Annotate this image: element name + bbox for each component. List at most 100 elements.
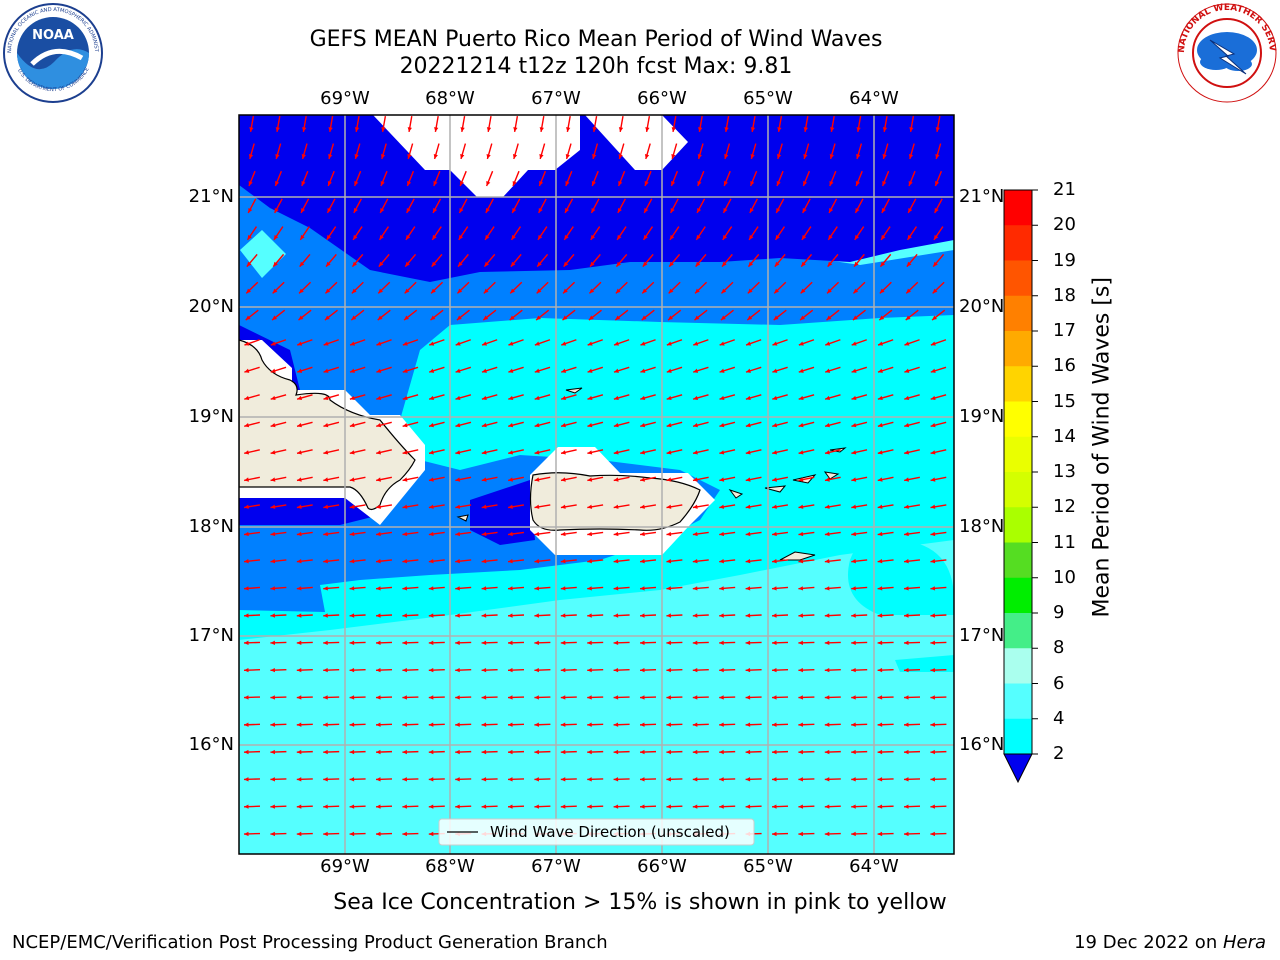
wave-arrowhead — [692, 559, 698, 564]
wave-arrowhead — [376, 667, 381, 673]
wave-arrowhead — [930, 504, 936, 509]
wave-arrowhead — [428, 777, 434, 782]
wave-arrowhead — [745, 722, 751, 727]
wave-arrowhead — [455, 777, 460, 782]
wave-arrowhead — [562, 315, 568, 321]
wave-arrowhead — [561, 341, 567, 346]
wave-arrowhead — [534, 477, 540, 482]
wave-arrowhead — [798, 695, 803, 700]
lat-label-right: 19°N — [959, 406, 1005, 427]
land-small-islands — [456, 387, 847, 522]
wave-arrowhead — [508, 777, 513, 782]
wave-arrowhead — [351, 315, 357, 321]
colorbar-tick-label: 8 — [1053, 637, 1065, 659]
wave-arrowhead — [719, 368, 725, 373]
wave-arrowhead — [324, 315, 330, 321]
wave-arrowhead — [613, 531, 619, 537]
wave-arrowhead — [640, 613, 645, 618]
wave-arrowhead — [697, 207, 702, 213]
wave-arrowhead — [587, 368, 593, 373]
wave-arrowhead — [904, 831, 909, 837]
wave-arrowhead — [671, 127, 676, 132]
wave-arrowhead — [512, 154, 518, 159]
wave-arrowhead — [642, 288, 647, 294]
wave-arrowhead — [323, 395, 329, 401]
wave-arrowhead — [904, 667, 909, 673]
wave-arrowhead — [587, 695, 592, 700]
wave-arrowhead — [592, 127, 597, 132]
wave-arrowhead — [640, 368, 646, 373]
wave-arrowhead — [775, 234, 780, 240]
wave-arrowhead — [640, 749, 645, 755]
wave-arrowhead — [880, 261, 886, 267]
wave-arrowhead — [296, 722, 302, 727]
wave-arrowhead — [877, 831, 883, 837]
wave-arrowhead — [613, 777, 619, 782]
wave-arrowhead — [587, 804, 592, 809]
wave-arrowhead — [824, 531, 830, 537]
wave-arrowhead — [908, 154, 914, 159]
wave-arrowhead — [428, 804, 434, 809]
wave-arrowhead — [798, 395, 804, 401]
wave-arrowhead — [933, 234, 939, 240]
wave-arrowhead — [431, 288, 436, 294]
wave-arrowhead — [404, 315, 409, 321]
wave-arrowhead — [747, 315, 753, 321]
wave-arrowhead — [244, 804, 249, 809]
wave-arrowhead — [323, 613, 328, 618]
wave-arrowhead — [481, 667, 487, 673]
wave-arrowhead — [824, 559, 830, 564]
wave-arrowhead — [877, 804, 883, 809]
wave-arrowhead — [904, 423, 910, 428]
wave-arrowhead — [666, 504, 672, 509]
wave-arrowhead — [534, 531, 540, 537]
wave-arrowhead — [402, 722, 407, 727]
colorbar-segment — [1004, 331, 1032, 367]
wave-arrowhead — [613, 749, 619, 755]
wave-arrowhead — [244, 613, 249, 618]
wave-arrowhead — [270, 640, 275, 645]
wave-arrowhead — [772, 695, 777, 700]
wave-arrowhead — [772, 831, 777, 837]
wave-arrowhead — [301, 207, 306, 213]
wave-arrowhead — [560, 695, 566, 700]
wave-arrowhead — [719, 504, 725, 509]
wave-arrowhead — [587, 667, 592, 673]
wave-arrowhead — [798, 368, 804, 373]
wave-arrowhead — [776, 154, 782, 159]
wave-arrowhead — [772, 423, 778, 428]
wave-arrowhead — [349, 477, 355, 482]
wave-arrowhead — [851, 504, 857, 509]
wave-arrowhead — [692, 695, 698, 700]
wave-arrowhead — [296, 749, 302, 755]
wave-arrowhead — [851, 531, 857, 537]
wave-arrowhead — [613, 368, 619, 373]
wave-arrowhead — [613, 504, 619, 509]
wave-arrowhead — [824, 804, 830, 809]
wave-arrowhead — [692, 613, 698, 618]
wave-arrowhead — [296, 586, 302, 591]
wave-arrowhead — [458, 234, 464, 240]
field-below-2-monabasin — [470, 480, 535, 545]
colorbar-tick-label: 6 — [1053, 672, 1065, 694]
wave-arrowhead — [722, 234, 728, 240]
wave-arrowhead — [777, 127, 782, 132]
wave-arrowhead — [457, 288, 463, 294]
wave-arrowhead — [695, 288, 700, 294]
wave-arrowhead — [402, 831, 407, 837]
lon-label-bottom: 68°W — [425, 856, 475, 877]
wave-arrowhead — [244, 640, 249, 645]
wave-arrowhead — [299, 288, 304, 294]
wave-arrowhead — [323, 586, 328, 591]
wave-arrowhead — [877, 559, 883, 564]
wave-arrowhead — [245, 315, 251, 321]
wave-arrowhead — [433, 181, 438, 187]
wave-arrowhead — [407, 127, 412, 132]
wave-arrowhead — [323, 341, 329, 346]
wave-arrowhead — [402, 531, 408, 537]
wave-arrowhead — [404, 288, 410, 294]
wave-arrowhead — [904, 749, 909, 755]
lon-label-top: 68°W — [425, 88, 475, 109]
wave-arrowhead — [296, 531, 302, 537]
wave-arrowhead — [486, 127, 492, 132]
